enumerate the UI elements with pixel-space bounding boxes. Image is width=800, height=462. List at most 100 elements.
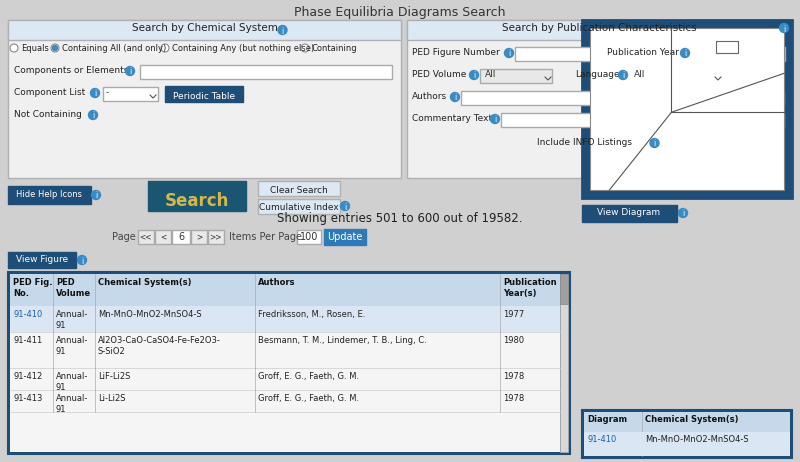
Text: Annual-
91: Annual- 91	[56, 394, 88, 414]
Text: View Diagram: View Diagram	[598, 208, 661, 217]
Text: Search by Publication Characteristics: Search by Publication Characteristics	[502, 23, 697, 33]
Bar	[297, 230, 321, 244]
Text: Not Containing: Not Containing	[14, 110, 82, 119]
Bar	[560, 274, 568, 452]
Text: i: i	[682, 209, 684, 219]
Text: Hide Help Icons: Hide Help Icons	[16, 190, 82, 199]
Bar	[155, 230, 171, 244]
Bar	[501, 113, 784, 127]
Text: Page: Page	[112, 232, 136, 242]
Text: i: i	[508, 49, 510, 59]
Text: i: i	[92, 111, 94, 121]
Text: Mn-MnO-MnO2-MnSO4-S: Mn-MnO-MnO2-MnSO4-S	[98, 310, 202, 319]
Text: LiF-Li2S: LiF-Li2S	[98, 372, 130, 381]
Text: Publication Year: Publication Year	[607, 48, 679, 57]
Text: Groff, E. G., Faeth, G. M.: Groff, E. G., Faeth, G. M.	[258, 394, 359, 403]
Circle shape	[91, 190, 101, 200]
Text: Authors: Authors	[412, 92, 447, 101]
Text: 1978: 1978	[503, 372, 524, 381]
Text: i: i	[622, 72, 624, 80]
Text: <: <	[160, 232, 166, 241]
Text: 91-410: 91-410	[13, 310, 42, 319]
Bar	[582, 410, 792, 458]
Bar	[8, 20, 401, 178]
Text: Fredriksson, M., Rosen, E.: Fredriksson, M., Rosen, E.	[258, 310, 366, 319]
Circle shape	[78, 255, 86, 265]
Text: i: i	[454, 93, 456, 103]
Bar	[8, 186, 91, 204]
Text: Search by Chemical System: Search by Chemical System	[131, 23, 278, 33]
Text: 91-413: 91-413	[13, 394, 42, 403]
Text: <<: <<	[140, 232, 152, 241]
Bar	[258, 199, 340, 214]
Bar	[515, 47, 597, 61]
Circle shape	[161, 44, 169, 52]
Text: Include INFO Listings: Include INFO Listings	[537, 138, 632, 147]
Bar	[590, 28, 784, 190]
Text: Containing: Containing	[312, 44, 358, 53]
Text: Periodic Table: Periodic Table	[173, 92, 235, 101]
Text: i: i	[473, 72, 475, 80]
Bar	[716, 41, 738, 53]
Text: All: All	[634, 70, 646, 79]
Text: Language: Language	[575, 70, 620, 79]
Bar	[324, 229, 366, 245]
Circle shape	[650, 139, 659, 147]
Bar	[140, 65, 392, 79]
Circle shape	[490, 115, 499, 123]
Bar	[407, 20, 792, 40]
Circle shape	[681, 49, 690, 57]
Circle shape	[126, 67, 134, 75]
Text: Commentary Text: Commentary Text	[412, 114, 492, 123]
Circle shape	[779, 24, 789, 32]
Text: Diagram: Diagram	[587, 415, 627, 424]
Text: Annual-
91: Annual- 91	[56, 372, 88, 392]
Text: 6: 6	[178, 232, 184, 242]
Bar	[10, 368, 560, 390]
Circle shape	[678, 208, 687, 218]
Text: 100: 100	[300, 232, 318, 242]
Text: PED Figure Number: PED Figure Number	[412, 48, 500, 57]
Circle shape	[90, 89, 99, 97]
Text: Equals: Equals	[21, 44, 49, 53]
Bar	[584, 412, 790, 432]
Text: Clear Search: Clear Search	[270, 186, 328, 195]
Text: >>: >>	[210, 232, 222, 241]
Text: Search: Search	[165, 192, 229, 210]
Text: 1978: 1978	[503, 394, 524, 403]
Bar	[584, 432, 790, 456]
Text: Publication
Year(s): Publication Year(s)	[503, 278, 557, 298]
Bar	[148, 181, 246, 211]
Circle shape	[53, 45, 58, 50]
Text: Phase Equilibria Diagrams Search: Phase Equilibria Diagrams Search	[294, 6, 506, 19]
Text: i: i	[129, 67, 131, 77]
Bar	[208, 230, 224, 244]
Bar	[258, 181, 340, 196]
Bar	[10, 274, 560, 306]
Bar	[584, 412, 790, 456]
Bar	[165, 86, 243, 102]
Bar	[103, 87, 158, 101]
Bar	[582, 20, 792, 198]
Bar	[8, 20, 401, 40]
Bar	[8, 252, 76, 268]
Text: View Figure: View Figure	[16, 255, 68, 264]
Text: Cumulative Index: Cumulative Index	[259, 203, 339, 212]
Text: Component List: Component List	[14, 88, 86, 97]
Text: 91-412: 91-412	[13, 372, 42, 381]
Bar	[172, 230, 190, 244]
Bar	[10, 390, 560, 412]
Text: Chemical System(s): Chemical System(s)	[98, 278, 191, 287]
Bar	[8, 272, 570, 454]
Text: PED Volume: PED Volume	[412, 70, 466, 79]
Bar	[407, 20, 792, 178]
Text: PED
Volume: PED Volume	[56, 278, 91, 298]
Text: Showing entries 501 to 600 out of 19582.: Showing entries 501 to 600 out of 19582.	[278, 212, 522, 225]
Circle shape	[341, 201, 350, 211]
Text: Mn-MnO-MnO2-MnSO4-S: Mn-MnO-MnO2-MnSO4-S	[645, 435, 749, 444]
Bar	[582, 205, 677, 222]
Text: Annual-
91: Annual- 91	[56, 336, 88, 356]
Circle shape	[278, 25, 287, 35]
Text: i: i	[94, 90, 96, 98]
Text: Annual-
91: Annual- 91	[56, 310, 88, 330]
